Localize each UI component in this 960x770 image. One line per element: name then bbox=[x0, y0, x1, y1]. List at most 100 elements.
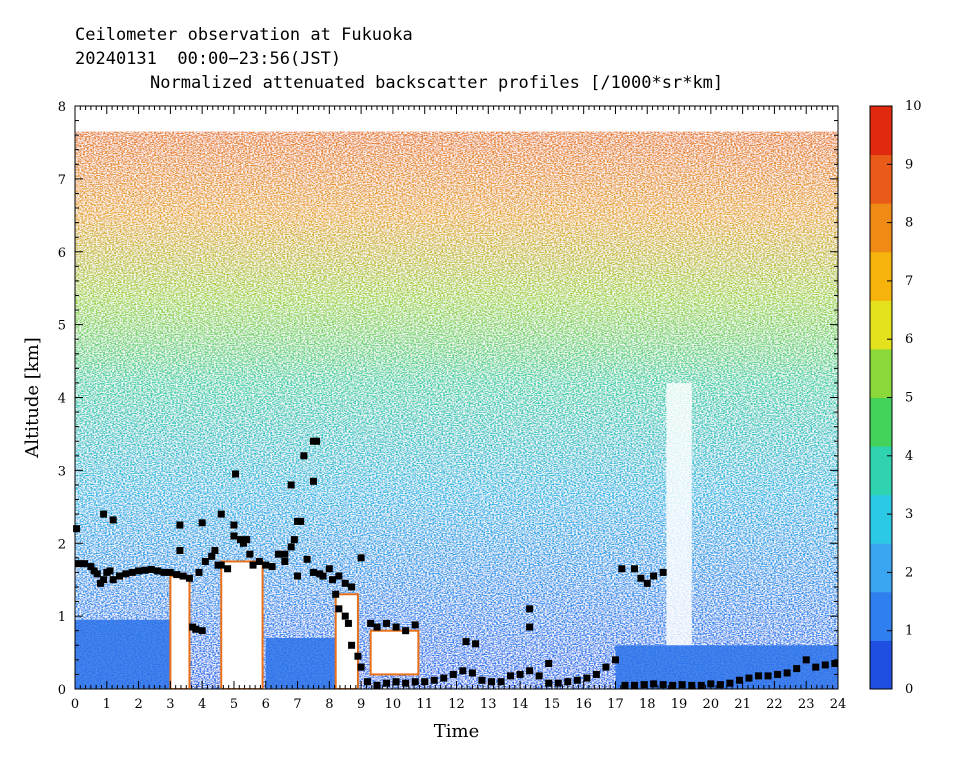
cloud-base-marker bbox=[195, 568, 203, 576]
cloud-base-marker bbox=[281, 550, 289, 558]
cloud-base-marker bbox=[526, 623, 534, 631]
x-axis-title: Time bbox=[434, 721, 479, 742]
x-tick-label: 9 bbox=[357, 697, 365, 712]
cloud-base-marker bbox=[290, 536, 298, 544]
cloud-base-marker bbox=[208, 552, 216, 560]
x-tick-label: 23 bbox=[798, 697, 815, 712]
colorbar-segment bbox=[870, 591, 892, 641]
cloud-base-marker bbox=[611, 656, 619, 664]
cloud-base-marker bbox=[344, 619, 352, 627]
cloud-base-marker bbox=[122, 570, 130, 578]
cloud-base-marker bbox=[783, 669, 791, 677]
cloud-base-marker bbox=[383, 619, 391, 627]
cloud-base-marker bbox=[631, 681, 639, 689]
cloud-base-marker bbox=[166, 568, 174, 576]
colorbar-segment bbox=[870, 251, 892, 301]
cloud-base-marker bbox=[141, 566, 149, 574]
cloud-base-marker bbox=[449, 670, 457, 678]
cloud-base-marker bbox=[373, 623, 381, 631]
cloud-base-marker bbox=[583, 674, 591, 682]
cloud-base-marker bbox=[430, 676, 438, 684]
cloud-region bbox=[169, 575, 191, 689]
cloud-region bbox=[220, 560, 264, 689]
x-tick-label: 5 bbox=[230, 697, 238, 712]
cloud-base-marker bbox=[329, 576, 337, 584]
cloud-base-marker bbox=[135, 567, 143, 575]
x-tick-label: 11 bbox=[416, 697, 433, 712]
y-tick-label: 7 bbox=[58, 173, 66, 188]
colorbar-tick-label: 0 bbox=[905, 682, 913, 697]
colorbar-segment bbox=[870, 106, 892, 156]
cloud-base-marker bbox=[100, 510, 108, 518]
cloud-base-marker bbox=[96, 579, 104, 587]
cloud-base-marker bbox=[309, 477, 317, 485]
x-tick-label: 21 bbox=[734, 697, 751, 712]
cloud-base-marker bbox=[392, 678, 400, 686]
cloud-base-marker bbox=[176, 521, 184, 529]
cloud-base-marker bbox=[109, 576, 117, 584]
colorbar: 0 1 2 3 4 5 6 7 8 9 10 bbox=[869, 99, 922, 697]
cloud-base-marker bbox=[147, 565, 155, 573]
cloud-base-marker bbox=[217, 510, 225, 518]
cloud-base-marker bbox=[621, 681, 629, 689]
cloud-base-marker bbox=[459, 667, 467, 675]
cloud-base-marker bbox=[232, 470, 240, 478]
colorbar-tick-label: 2 bbox=[905, 565, 913, 580]
cloud-base-marker bbox=[335, 572, 343, 580]
cloud-base-marker bbox=[198, 627, 206, 635]
cloud-base-marker bbox=[211, 547, 219, 555]
cloud-base-marker bbox=[411, 678, 419, 686]
x-tick-label: 24 bbox=[830, 697, 847, 712]
cloud-base-marker bbox=[402, 679, 410, 687]
cloud-base-marker bbox=[618, 565, 626, 573]
cloud-base-marker bbox=[669, 681, 677, 689]
cloud-base-marker bbox=[116, 572, 124, 580]
cloud-base-marker bbox=[93, 570, 101, 578]
cloud-base-marker bbox=[81, 560, 89, 568]
cloud-base-marker bbox=[325, 565, 333, 573]
cloud-base-marker bbox=[554, 679, 562, 687]
cloud-base-marker bbox=[274, 550, 282, 558]
y-tick-label: 8 bbox=[58, 100, 66, 115]
x-tick-label: 2 bbox=[134, 697, 142, 712]
cloud-base-marker bbox=[516, 670, 524, 678]
backscatter-plot-area bbox=[75, 106, 838, 689]
cloud-base-marker bbox=[774, 670, 782, 678]
colorbar-tick-label: 8 bbox=[905, 216, 913, 231]
cloud-base-marker bbox=[294, 572, 302, 580]
x-tick-label: 7 bbox=[293, 697, 301, 712]
cloud-base-marker bbox=[230, 532, 238, 540]
cloud-base-marker bbox=[472, 640, 480, 648]
cloud-base-marker bbox=[363, 678, 371, 686]
x-tick-label: 19 bbox=[671, 697, 688, 712]
cloud-base-marker bbox=[300, 452, 308, 460]
cloud-base-marker bbox=[294, 517, 302, 525]
cloud-base-marker bbox=[392, 623, 400, 631]
cloud-base-marker bbox=[109, 516, 117, 524]
cloud-base-marker bbox=[631, 565, 639, 573]
cloud-base-marker bbox=[341, 612, 349, 620]
colorbar-segment bbox=[870, 154, 892, 204]
colorbar-tick-label: 7 bbox=[905, 274, 913, 289]
cloud-base-marker bbox=[526, 605, 534, 613]
y-tick-label: 1 bbox=[58, 610, 66, 625]
x-tick-label: 22 bbox=[766, 697, 783, 712]
cloud-region bbox=[334, 593, 359, 689]
cloud-base-marker bbox=[185, 574, 193, 582]
cloud-base-marker bbox=[367, 619, 375, 627]
chart-title-quantity: Normalized attenuated backscatter profil… bbox=[150, 73, 724, 93]
cloud-base-marker bbox=[160, 568, 168, 576]
cloud-base-marker bbox=[74, 560, 82, 568]
y-tick-label: 2 bbox=[58, 537, 66, 552]
cloud-base-marker bbox=[478, 676, 486, 684]
cloud-base-marker bbox=[262, 561, 270, 569]
cloud-base-marker bbox=[106, 567, 114, 575]
cloud-base-marker bbox=[831, 659, 839, 667]
colorbar-tick-label: 4 bbox=[905, 449, 913, 464]
cloud-base-marker bbox=[755, 672, 763, 680]
cloud-base-marker bbox=[100, 576, 108, 584]
chart-title-date-range: 20240131 00:00−23:56(JST) bbox=[75, 49, 342, 69]
colorbar-tick-label: 3 bbox=[905, 507, 913, 522]
cloud-base-marker bbox=[487, 678, 495, 686]
cloud-base-marker bbox=[268, 563, 276, 571]
